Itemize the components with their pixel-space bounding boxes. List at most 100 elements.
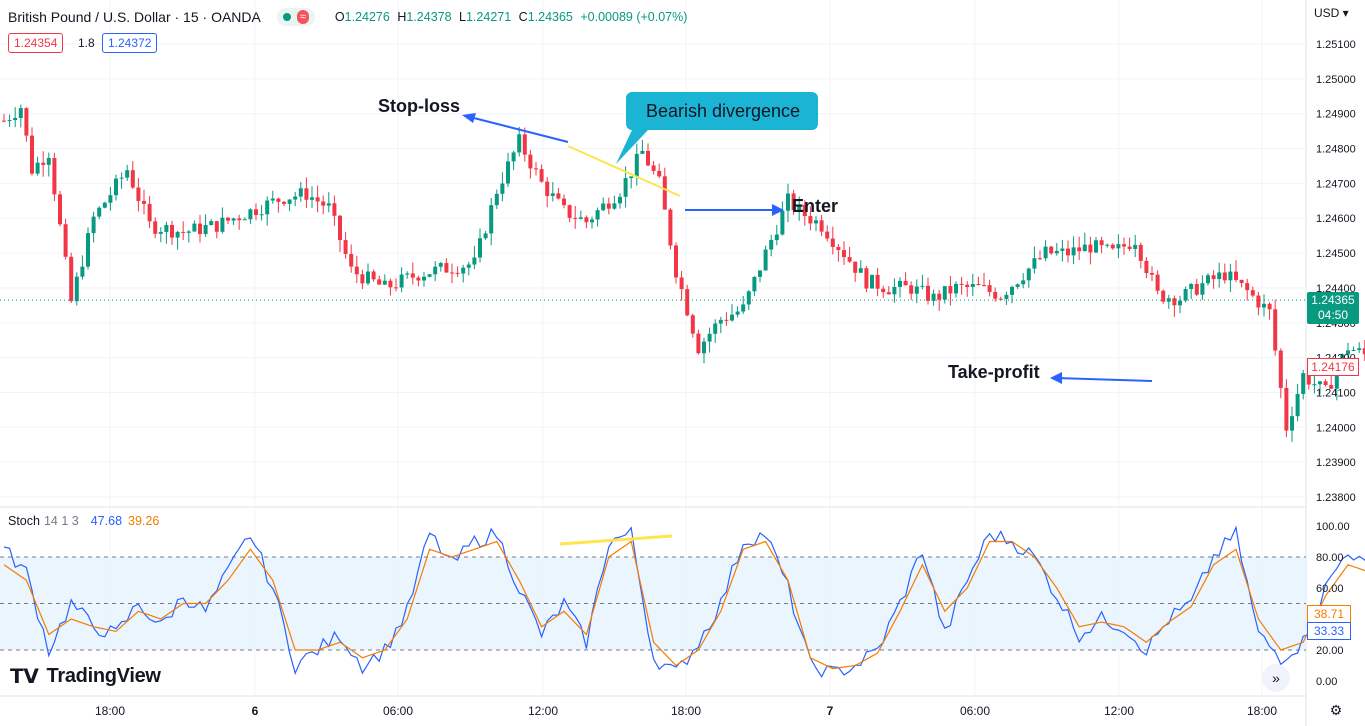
- double-chevron-right-icon: »: [1272, 670, 1280, 686]
- candle-body: [231, 218, 236, 221]
- stoch-tick-label: 0.00: [1316, 676, 1337, 688]
- chart-settings-button[interactable]: ⚙: [1323, 697, 1349, 723]
- candle-body: [870, 274, 874, 289]
- gear-icon: ⚙: [1329, 701, 1343, 718]
- candle-body: [528, 154, 533, 169]
- candle-body: [741, 304, 746, 312]
- candle-body: [282, 201, 286, 204]
- stoch-pane: [0, 525, 1365, 679]
- candle-body: [483, 233, 488, 239]
- candle-body: [797, 204, 802, 211]
- candle-body: [825, 231, 830, 239]
- time-tick-label: 6: [252, 704, 259, 718]
- candle-body: [214, 221, 219, 232]
- time-tick-label: 7: [827, 704, 834, 718]
- candle-body: [1357, 348, 1362, 350]
- candle-body: [752, 276, 757, 292]
- candle-body: [52, 157, 57, 195]
- price-tick-label: 1.25000: [1316, 74, 1356, 86]
- candle-body: [192, 223, 197, 232]
- stoch-tick-label: 60.00: [1316, 583, 1344, 595]
- candle-body: [1278, 350, 1283, 388]
- stop-loss-label: Stop-loss: [378, 96, 460, 116]
- candle-body: [500, 183, 505, 194]
- candle-body: [450, 272, 454, 274]
- candle-body: [125, 170, 130, 178]
- candle-body: [1105, 244, 1110, 246]
- candle-body: [147, 203, 152, 222]
- candle-body: [332, 203, 337, 216]
- candle-body: [1228, 271, 1233, 281]
- candle-body: [41, 162, 46, 165]
- price-candles: [0, 104, 1365, 442]
- buy-button[interactable]: 1.24372: [102, 33, 158, 53]
- candle-body: [1362, 348, 1365, 355]
- candle-body: [1021, 280, 1026, 285]
- candle-body: [382, 280, 387, 285]
- candle-body: [595, 210, 600, 220]
- candle-body: [1127, 246, 1132, 249]
- candle-body: [175, 231, 180, 238]
- candle-body: [18, 108, 23, 118]
- candle-body: [304, 188, 309, 200]
- candle-body: [573, 217, 578, 219]
- candle-body: [35, 162, 40, 174]
- candle-body: [1245, 283, 1250, 291]
- callout-bubble: [616, 92, 818, 164]
- candle-body: [780, 210, 785, 235]
- scroll-to-realtime-button[interactable]: »: [1262, 664, 1290, 692]
- candle-body: [606, 203, 611, 209]
- symbol-title[interactable]: British Pound / U.S. Dollar · 15 · OANDA: [8, 9, 261, 25]
- candle-body: [433, 266, 438, 275]
- candle-body: [920, 285, 925, 287]
- candle-body: [97, 207, 102, 217]
- market-status-badge[interactable]: ≈: [276, 8, 315, 26]
- candle-body: [1077, 247, 1082, 252]
- candle-body: [354, 266, 359, 275]
- candle-body: [634, 153, 639, 177]
- price-tick-label: 1.24500: [1316, 248, 1356, 260]
- price-tick-label: 1.24100: [1316, 387, 1356, 399]
- candle-body: [1262, 303, 1266, 308]
- stoch-tick-label: 80.00: [1316, 552, 1344, 564]
- candle-body: [136, 187, 141, 201]
- candle-body: [646, 150, 650, 166]
- tradingview-logo[interactable]: 𝗧𝗩 TradingView: [10, 664, 161, 689]
- chart-header: British Pound / U.S. Dollar · 15 · OANDA…: [8, 6, 687, 28]
- candle-body: [265, 200, 270, 215]
- candle-body: [539, 169, 544, 182]
- candle-body: [948, 286, 953, 294]
- stoch-tick-label: 100.00: [1316, 521, 1350, 533]
- candle-body: [864, 268, 869, 289]
- ohlc-values: O1.24276 H1.24378 L1.24271 C1.24365 +0.0…: [331, 10, 687, 24]
- candle-body: [976, 283, 981, 285]
- price-tick-label: 1.24600: [1316, 213, 1356, 225]
- sell-button[interactable]: 1.24354: [8, 33, 64, 53]
- stoch-legend[interactable]: Stoch 14 1 3 47.68 39.26: [8, 514, 159, 528]
- candle-body: [1200, 283, 1205, 295]
- candle-body: [746, 291, 751, 305]
- candle-body: [769, 240, 774, 250]
- candle-body: [130, 170, 135, 188]
- candle-body: [1217, 272, 1222, 280]
- stop-loss-arrow: [465, 115, 569, 143]
- candle-body: [931, 293, 936, 301]
- currency-selector[interactable]: USD ▾: [1314, 6, 1349, 20]
- time-axis: 18:00 6 06:00 12:00 18:00 7 06:00 12:00 18:00: [95, 704, 1277, 718]
- candle-body: [937, 293, 942, 300]
- candle-body: [847, 257, 852, 262]
- candle-body: [248, 209, 253, 220]
- candle-body: [959, 283, 964, 285]
- candle-body: [377, 279, 382, 285]
- candle-body: [1306, 373, 1311, 385]
- take-profit-label: Take-profit: [948, 362, 1040, 382]
- candle-body: [1351, 349, 1356, 351]
- candle-body: [629, 176, 634, 179]
- candle-body: [102, 202, 107, 208]
- candle-body: [2, 120, 6, 122]
- candle-body: [86, 233, 90, 267]
- low-value: 1.24271: [465, 10, 512, 24]
- candle-body: [455, 272, 460, 274]
- candle-body: [584, 217, 589, 223]
